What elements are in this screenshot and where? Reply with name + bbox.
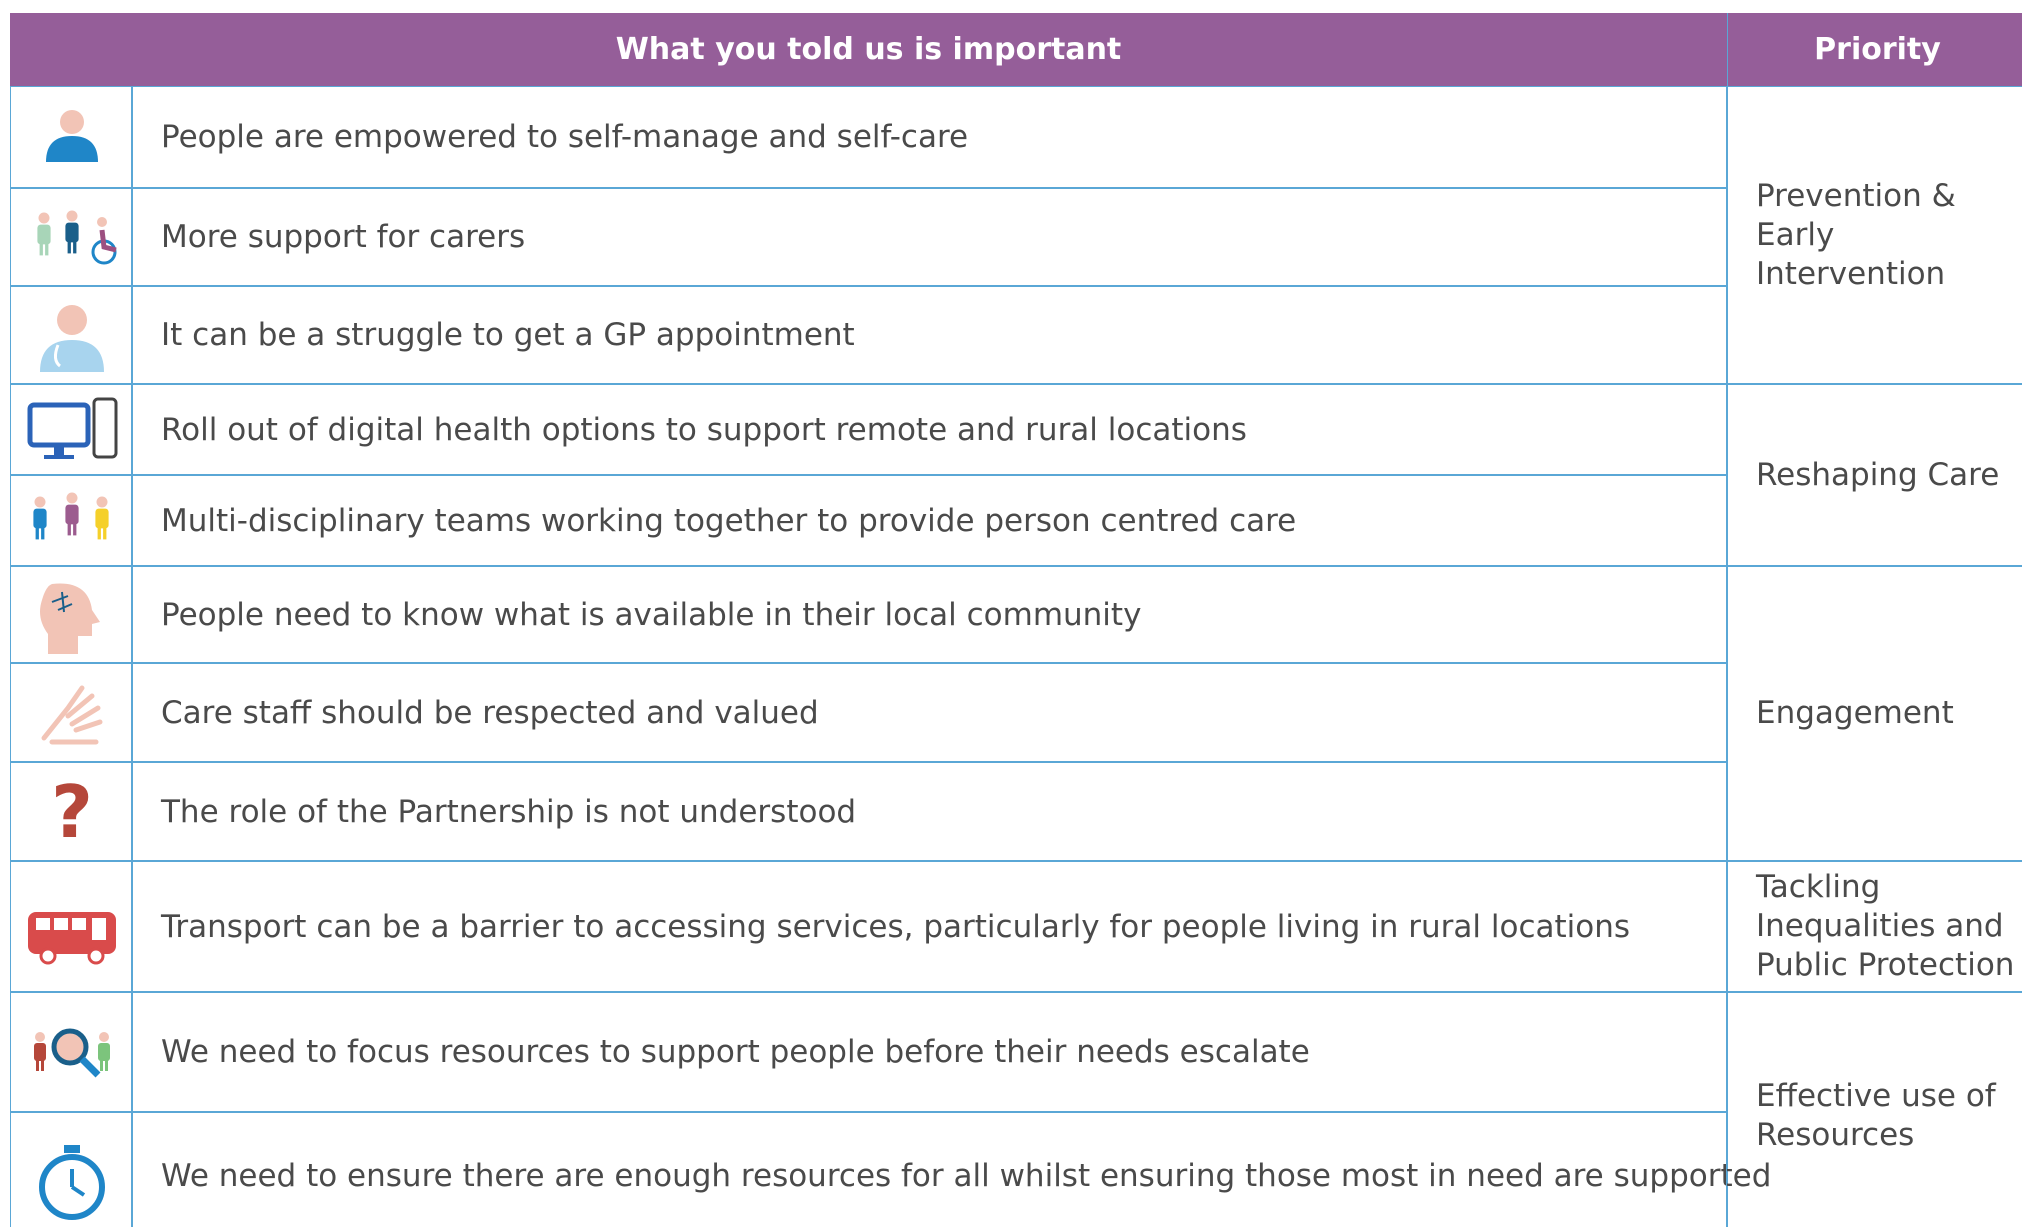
icon bbox=[41, 685, 102, 744]
icon bbox=[27, 911, 116, 964]
row-text: It can be a struggle to get a GP appoint… bbox=[131, 286, 1728, 384]
row-icon bbox=[10, 861, 133, 992]
row-icon bbox=[10, 188, 133, 286]
row-text: Multi-disciplinary teams working togethe… bbox=[131, 475, 1728, 566]
icon bbox=[33, 1028, 110, 1078]
row-text: We need to focus resources to support pe… bbox=[131, 992, 1728, 1112]
row-icon bbox=[10, 475, 133, 566]
row-text: We need to ensure there are enough resou… bbox=[131, 1112, 1771, 1227]
priority-cell: Prevention & Early Intervention bbox=[1726, 86, 2022, 384]
header-cell: What you told us is important bbox=[10, 13, 1727, 86]
priority-cell: Reshaping Care bbox=[1726, 384, 2022, 566]
icon bbox=[27, 397, 117, 459]
priority-label: Tackling Inequalities and Public Protect… bbox=[1756, 869, 2015, 983]
row-icon bbox=[10, 86, 133, 188]
icon bbox=[36, 210, 117, 265]
priority-label: Prevention & Early Intervention bbox=[1756, 177, 1956, 292]
row-icon bbox=[10, 992, 133, 1112]
icon bbox=[39, 305, 104, 372]
priority-cell: Effective use of Resources bbox=[1726, 992, 2022, 1227]
priority-cell: Tackling Inequalities and Public Protect… bbox=[1726, 861, 2022, 992]
icon bbox=[45, 110, 98, 162]
row-text: People need to know what is available in… bbox=[131, 566, 1728, 663]
row-icon bbox=[10, 1112, 133, 1227]
row-icon bbox=[10, 566, 133, 663]
row-text: Transport can be a barrier to accessing … bbox=[131, 861, 1728, 992]
priority-label: Reshaping Care bbox=[1756, 456, 2000, 493]
row-icon: ? bbox=[10, 762, 133, 861]
row-text: More support for carers bbox=[131, 188, 1728, 286]
row-text: Care staff should be respected and value… bbox=[131, 663, 1728, 762]
row-text: Roll out of digital health options to su… bbox=[131, 384, 1728, 475]
icon bbox=[39, 583, 100, 654]
row-icon bbox=[10, 663, 133, 762]
svg-text:?: ? bbox=[51, 770, 93, 854]
icon bbox=[32, 492, 109, 539]
row-text: The role of the Partnership is not under… bbox=[131, 762, 1728, 861]
row-icon bbox=[10, 384, 133, 475]
priority-cell: Engagement bbox=[1726, 566, 2022, 861]
icon: ? bbox=[51, 770, 93, 854]
priority-label: Engagement bbox=[1756, 695, 1954, 731]
header-cell: Priority bbox=[1727, 13, 2022, 86]
priority-label: Effective use of Resources bbox=[1756, 1078, 1996, 1153]
row-icon bbox=[10, 286, 133, 384]
icon bbox=[38, 1145, 105, 1220]
row-text: People are empowered to self-manage and … bbox=[131, 86, 1728, 188]
